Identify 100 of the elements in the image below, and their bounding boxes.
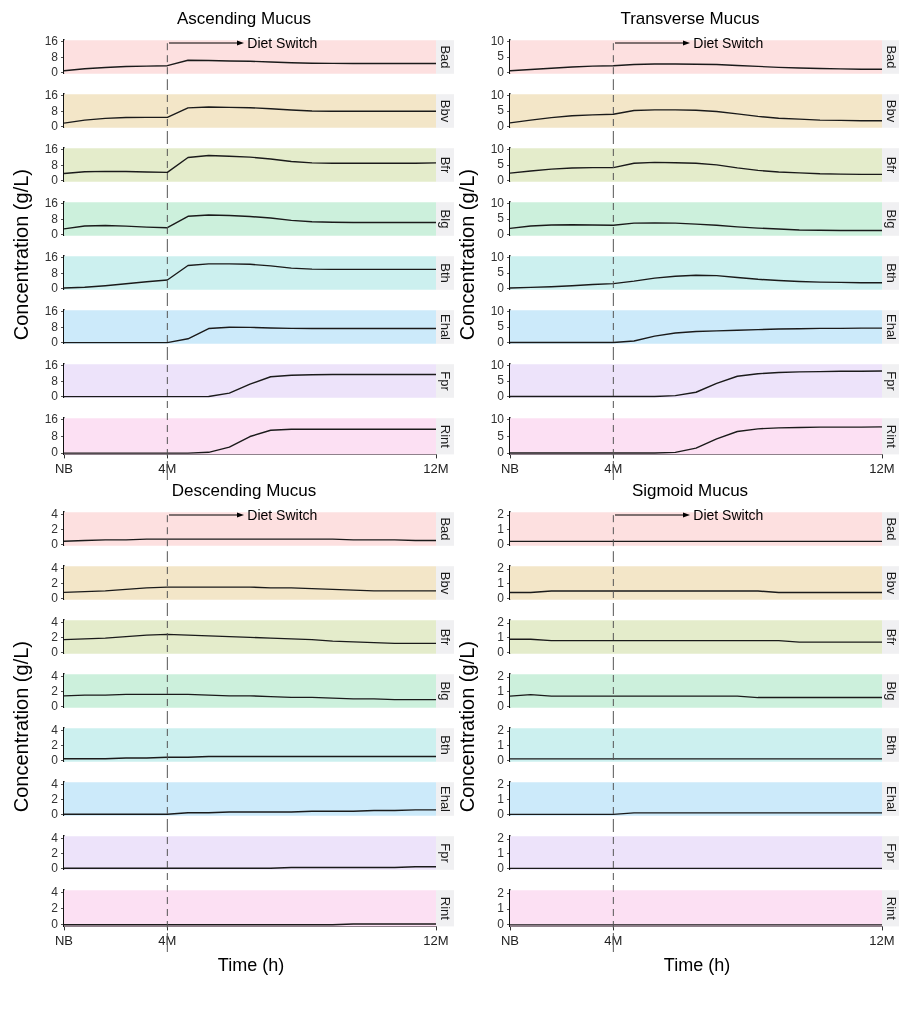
x-tick-label: NB bbox=[500, 932, 520, 948]
x-tick-label: NB bbox=[54, 460, 74, 476]
y-tick-label: 4 bbox=[51, 614, 59, 629]
y-tick-label: 16 bbox=[44, 304, 59, 319]
y-tick-label: 1 bbox=[497, 576, 505, 591]
y-tick-label: 8 bbox=[51, 265, 59, 280]
text: Bad bbox=[884, 45, 899, 69]
y-tick-label: 2 bbox=[51, 737, 59, 752]
text: Rint bbox=[884, 896, 899, 921]
y-tick-label: 0 bbox=[497, 806, 505, 821]
x-tick-label: 4M bbox=[158, 932, 177, 948]
y-tick-label: 0 bbox=[497, 698, 505, 713]
x-tick-label: 12M bbox=[423, 460, 449, 476]
y-tick-label: 8 bbox=[51, 319, 59, 334]
y-tick-label: 2 bbox=[51, 683, 59, 698]
text: Blg bbox=[438, 209, 454, 229]
y-tick-label: 4 bbox=[51, 884, 59, 899]
text: Bth bbox=[884, 263, 899, 283]
text: Blg bbox=[438, 681, 454, 701]
text: Bad bbox=[884, 517, 899, 541]
y-tick-label: 2 bbox=[51, 575, 59, 590]
y-tick-label: 1 bbox=[497, 738, 505, 753]
y-tick-label: 10 bbox=[490, 88, 505, 103]
y-tick-label: 2 bbox=[51, 845, 59, 860]
text: Fpr bbox=[884, 843, 899, 864]
y-tick-label: 8 bbox=[51, 103, 59, 118]
chart-title: Descending Mucus bbox=[170, 480, 318, 502]
text: Fpr bbox=[438, 843, 454, 864]
x-tick-label: 12M bbox=[869, 460, 895, 476]
y-tick-label: 1 bbox=[497, 684, 505, 699]
text: Ehal bbox=[884, 785, 899, 813]
y-tick-label: 16 bbox=[44, 412, 59, 427]
y-tick-label: 4 bbox=[51, 506, 59, 521]
y-tick-label: 0 bbox=[497, 118, 505, 133]
text: Bfr bbox=[438, 156, 454, 174]
y-tick-label: 0 bbox=[51, 226, 59, 241]
y-tick-label: 5 bbox=[497, 373, 505, 388]
y-tick-label: 0 bbox=[497, 334, 505, 349]
text: Bad bbox=[438, 517, 454, 541]
text: Bbv bbox=[438, 99, 454, 123]
y-tick-label: 0 bbox=[497, 917, 505, 932]
y-tick-label: 2 bbox=[497, 885, 505, 900]
y-tick-label: 5 bbox=[497, 157, 505, 172]
y-tick-label: 1 bbox=[497, 846, 505, 861]
text: Bth bbox=[438, 263, 454, 283]
y-tick-label: 0 bbox=[51, 118, 59, 133]
y-tick-label: 0 bbox=[497, 590, 505, 605]
y-tick-label: 0 bbox=[51, 917, 59, 932]
y-tick-label: 1 bbox=[497, 522, 505, 537]
y-tick-label: 16 bbox=[44, 34, 59, 49]
text: Blg bbox=[884, 209, 899, 229]
y-tick-label: 2 bbox=[51, 791, 59, 806]
y-tick-label: 4 bbox=[51, 668, 59, 683]
text: Ehal bbox=[438, 313, 454, 341]
y-tick-label: 0 bbox=[51, 590, 59, 605]
y-tick-label: 4 bbox=[51, 830, 59, 845]
y-tick-label: 0 bbox=[51, 334, 59, 349]
ref-line-label: Diet Switch bbox=[693, 507, 764, 524]
text: Fpr bbox=[884, 371, 899, 392]
text: Bbv bbox=[438, 571, 454, 595]
y-tick-label: 0 bbox=[51, 445, 59, 460]
y-tick-label: 1 bbox=[497, 901, 505, 916]
y-tick-label: 16 bbox=[44, 196, 59, 211]
y-tick-label: 2 bbox=[51, 901, 59, 916]
x-tick-label: NB bbox=[54, 932, 74, 948]
y-axis-title: Concentration (g/L) bbox=[455, 641, 479, 813]
y-tick-label: 5 bbox=[497, 265, 505, 280]
y-tick-label: 16 bbox=[44, 250, 59, 265]
y-tick-label: 10 bbox=[490, 412, 505, 427]
chart-title: Transverse Mucus bbox=[619, 8, 761, 30]
y-tick-label: 8 bbox=[51, 157, 59, 172]
ref-line-label: Diet Switch bbox=[693, 35, 764, 52]
y-tick-label: 16 bbox=[44, 142, 59, 157]
x-tick-label: 12M bbox=[869, 932, 895, 948]
y-axis-title: Concentration (g/L) bbox=[9, 641, 33, 813]
y-tick-label: 0 bbox=[51, 860, 59, 875]
y-tick-label: 0 bbox=[51, 752, 59, 767]
y-tick-label: 16 bbox=[44, 358, 59, 373]
x-tick-label: 4M bbox=[158, 460, 177, 476]
text: Bfr bbox=[884, 628, 899, 646]
y-tick-label: 0 bbox=[497, 445, 505, 460]
y-tick-label: 0 bbox=[497, 644, 505, 659]
y-tick-label: 8 bbox=[51, 428, 59, 443]
y-tick-label: 8 bbox=[51, 49, 59, 64]
text: Rint bbox=[438, 424, 454, 449]
y-tick-label: 2 bbox=[497, 723, 505, 738]
y-tick-label: 5 bbox=[497, 211, 505, 226]
y-tick-label: 0 bbox=[51, 64, 59, 79]
y-tick-label: 0 bbox=[497, 226, 505, 241]
text: Bbv bbox=[884, 99, 899, 123]
ref-line-label: Diet Switch bbox=[247, 507, 318, 524]
x-axis-title: Time (h) bbox=[216, 954, 286, 977]
y-tick-label: 0 bbox=[497, 388, 505, 403]
text: Bfr bbox=[438, 628, 454, 646]
chart-title: Ascending Mucus bbox=[175, 8, 313, 30]
y-tick-label: 2 bbox=[497, 615, 505, 630]
chart-title: Sigmoid Mucus bbox=[630, 480, 750, 502]
y-tick-label: 2 bbox=[497, 777, 505, 792]
x-tick-label: NB bbox=[500, 460, 520, 476]
text: Bbv bbox=[884, 571, 899, 595]
